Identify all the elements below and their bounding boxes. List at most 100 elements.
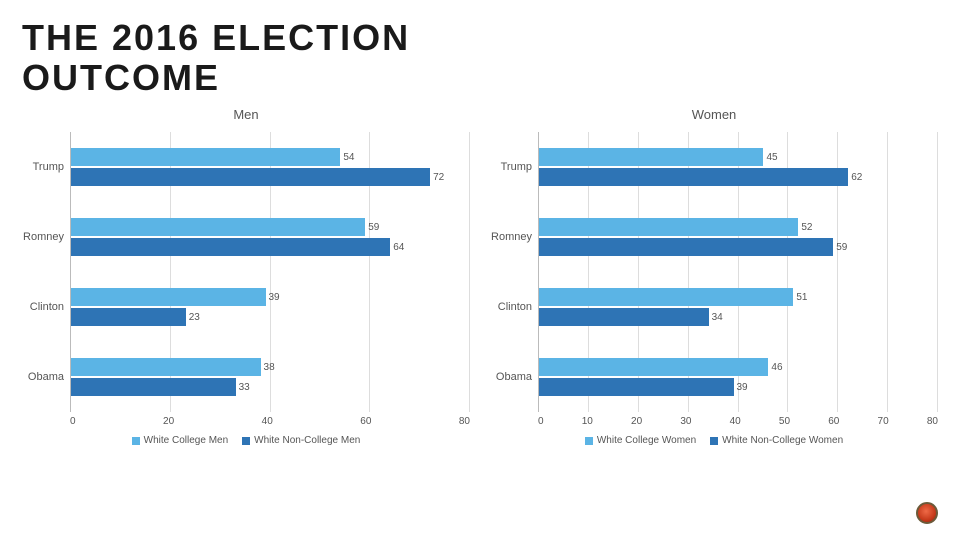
bar-row: 46 [539,358,938,376]
xtick: 40 [262,416,273,427]
bar-row: 33 [71,378,470,396]
legend-label: White College Men [144,435,228,446]
xtick: 40 [730,416,741,427]
chart-women-groups: 45 62 52 59 51 34 46 39 [539,132,938,412]
legend-swatch [132,437,140,445]
bar-group: 51 34 [539,288,938,326]
bar-row: 59 [71,218,470,236]
bar-group: 45 62 [539,148,938,186]
bar-row: 39 [71,288,470,306]
chart-women-ylabels: Trump Romney Clinton Obama [490,132,538,412]
chart-men: Men Trump Romney Clinton Obama 54 72 59 64 3… [22,107,470,446]
bar-value-label: 72 [430,168,444,186]
chart-men-bars-area: 5472596439233833 [70,132,470,412]
legend-item: White College Men [132,435,228,446]
bar [71,358,261,376]
bar [539,308,709,326]
chart-women-legend: White College Women White Non-College Wo… [490,435,938,446]
xtick: 60 [360,416,371,427]
bar [539,148,763,166]
bar-row: 52 [539,218,938,236]
xtick: 10 [582,416,593,427]
legend-item: White College Women [585,435,696,446]
bar [539,238,833,256]
chart-women: Women Trump Romney Clinton Obama 4562525… [490,107,938,446]
bar-value-label: 34 [709,308,723,326]
bar-group: 46 39 [539,358,938,396]
bar-value-label: 46 [768,358,782,376]
xtick: 0 [538,416,544,427]
bar [71,218,365,236]
xtick: 80 [459,416,470,427]
bar-row: 23 [71,308,470,326]
legend-swatch [710,437,718,445]
bar-row: 45 [539,148,938,166]
bar-value-label: 59 [365,218,379,236]
chart-men-plot: Trump Romney Clinton Obama 5472596439233… [22,132,470,412]
ylabel: Clinton [22,301,70,313]
bar-value-label: 62 [848,168,862,186]
bar [71,308,186,326]
bar-row: 72 [71,168,470,186]
chart-women-title: Women [490,107,938,122]
legend-item: White Non-College Men [242,435,360,446]
ylabel: Romney [490,231,538,243]
bar-group: 59 64 [71,218,470,256]
ylabel: Obama [490,371,538,383]
chart-men-legend: White College Men White Non-College Men [22,435,470,446]
chart-men-xaxis: 0 20 40 60 80 [70,412,470,427]
bar [539,288,793,306]
bar [71,238,390,256]
xtick: 30 [680,416,691,427]
xtick: 60 [828,416,839,427]
xtick: 20 [163,416,174,427]
chart-men-title: Men [22,107,470,122]
bar [539,358,768,376]
ylabel: Trump [490,161,538,173]
bar-row: 59 [539,238,938,256]
chart-men-ylabels: Trump Romney Clinton Obama [22,132,70,412]
chart-women-plot: Trump Romney Clinton Obama 4562525951344… [490,132,938,412]
bar [71,148,340,166]
ylabel: Romney [22,231,70,243]
bar-value-label: 33 [236,378,250,396]
bar-row: 51 [539,288,938,306]
bar [71,168,430,186]
ylabel: Obama [22,371,70,383]
bar-value-label: 51 [793,288,807,306]
xtick: 70 [878,416,889,427]
decorative-sphere-icon [916,502,938,524]
bar-value-label: 39 [734,378,748,396]
bar-row: 39 [539,378,938,396]
bar-group: 3923 [71,288,470,326]
bar [71,288,266,306]
xtick: 80 [927,416,938,427]
chart-women-xaxis: 01020304050607080 [538,412,938,427]
legend-label: White Non-College Men [254,435,360,446]
bar-value-label: 59 [833,238,847,256]
bar [71,378,236,396]
legend-label: White College Women [597,435,696,446]
bar [539,378,734,396]
bar-value-label: 38 [261,358,275,376]
bar-group: 38 33 [71,358,470,396]
bar-value-label: 54 [340,148,354,166]
charts-container: Men Trump Romney Clinton Obama 54 72 59 64 3… [0,97,960,446]
bar-row: 54 [71,148,470,166]
title-line-2: OUTCOME [22,58,960,98]
legend-item: White Non-College Women [710,435,843,446]
bar-row: 62 [539,168,938,186]
chart-women-bars-area: 45 62 52 59 51 34 46 39 [538,132,938,412]
bar-value-label: 52 [798,218,812,236]
bar-group: 54 72 [71,148,470,186]
bar-value-label: 45 [763,148,777,166]
bar-value-label: 23 [186,308,200,326]
ylabel: Clinton [490,301,538,313]
legend-swatch [585,437,593,445]
legend-swatch [242,437,250,445]
bar [539,168,848,186]
xtick: 0 [70,416,76,427]
bar-value-label: 64 [390,238,404,256]
xtick: 50 [779,416,790,427]
bar-group: 52 59 [539,218,938,256]
